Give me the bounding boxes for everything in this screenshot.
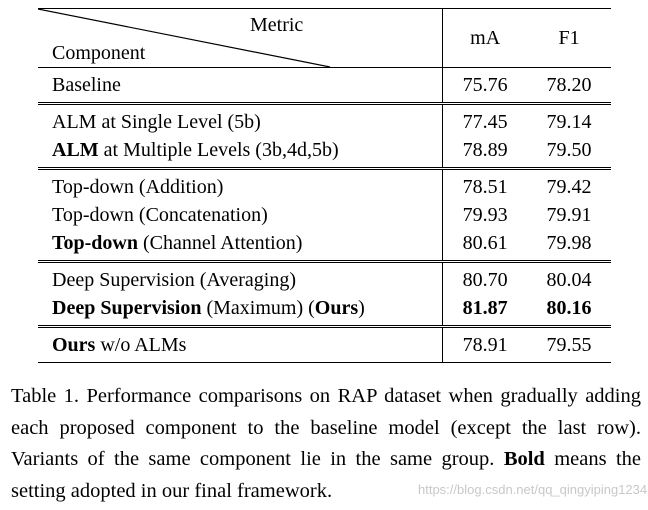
component-name-bold: Deep Supervision: [52, 297, 202, 319]
f1-value: 79.98: [527, 229, 611, 262]
f1-value: 79.55: [527, 325, 611, 363]
diagonal-line: [38, 9, 331, 67]
watermark: https://blog.csdn.net/qq_qingyiping12345: [418, 482, 648, 497]
table-row: Deep Supervision (Averaging) 80.70 80.04: [38, 260, 611, 294]
component-cell: Deep Supervision (Maximum) (Ours): [38, 294, 443, 327]
component-cell: Baseline: [38, 67, 443, 104]
caption-main: Table 1. Performance comparisons on RAP …: [11, 385, 641, 470]
table-row: Deep Supervision (Maximum) (Ours) 81.87 80…: [38, 294, 611, 327]
component-cell: Ours w/o ALMs: [38, 325, 443, 363]
ma-value: 75.76: [442, 67, 528, 104]
f1-value: 80.16: [527, 294, 611, 327]
col-header-ma: mA: [442, 8, 528, 68]
f1-number: 78.20: [546, 74, 592, 96]
component-name: Deep Supervision (Averaging): [52, 269, 297, 291]
caption-rest: means the setting adopted in our final f…: [11, 448, 642, 502]
component-label: Component: [52, 42, 146, 64]
table-row: Top-down (Concatenation) 79.93 79.91: [38, 201, 611, 229]
f1-number: 80.04: [546, 269, 592, 291]
f1-number: 80.16: [546, 297, 592, 319]
ma-number: 78.89: [462, 139, 508, 161]
component-cell: Top-down (Addition): [38, 167, 443, 201]
ma-value: 79.93: [442, 201, 528, 229]
table-row: Top-down (Channel Attention) 80.61 79.98: [38, 229, 611, 262]
f1-value: 80.04: [527, 260, 611, 294]
f1-value: 79.50: [527, 136, 611, 169]
table-row: ALM at Single Level (5b) 77.45 79.14: [38, 102, 611, 136]
component-cell: ALM at Multiple Levels (3b,4d,5b): [38, 136, 443, 169]
component-name: Baseline: [52, 74, 121, 96]
f1-number: 79.50: [546, 139, 592, 161]
col-header-f1: F1: [527, 8, 611, 68]
component-name: (Channel Attention): [137, 232, 303, 254]
component-name-bold: Ours: [314, 297, 359, 319]
f1-value: 78.20: [527, 67, 611, 104]
f1-number: 79.55: [546, 334, 592, 356]
component-name: ): [358, 297, 365, 319]
f1-value: 79.91: [527, 201, 611, 229]
table-caption: Table 1. Performance comparisons on RAP …: [11, 381, 641, 507]
ma-number: 77.45: [462, 111, 508, 133]
component-cell: Top-down (Channel Attention): [38, 229, 443, 262]
f1-number: 79.42: [546, 176, 592, 198]
table-row: Top-down (Addition) 78.51 79.42: [38, 167, 611, 201]
component-name: ALM at Single Level (5b): [52, 111, 261, 133]
ma-number: 78.51: [462, 176, 508, 198]
ma-number: 75.76: [462, 74, 508, 96]
table-row: Baseline 75.76 78.20: [38, 67, 611, 104]
table-row: ALM at Multiple Levels (3b,4d,5b) 78.89 79…: [38, 136, 611, 169]
component-cell: ALM at Single Level (5b): [38, 102, 443, 136]
component-name: Top-down (Concatenation): [52, 204, 268, 226]
results-table: Metric Component mA F1 Baseline 75.76 78.2…: [38, 8, 611, 363]
caption-bold-word: Bold: [503, 448, 545, 470]
table-row: Ours w/o ALMs 78.91 79.55: [38, 325, 611, 363]
ma-number: 80.61: [462, 232, 508, 254]
ma-number: 81.87: [462, 297, 508, 319]
ma-value: 78.51: [442, 167, 528, 201]
component-name: at Multiple Levels (3b,4d,5b): [98, 139, 339, 161]
f1-number: 79.98: [546, 232, 592, 254]
ma-value: 80.70: [442, 260, 528, 294]
ma-value: 81.87: [442, 294, 528, 327]
component-name: w/o ALMs: [95, 334, 187, 356]
table-header-row: Metric Component mA F1: [38, 8, 611, 68]
ma-number: 79.93: [462, 204, 508, 226]
component-name-bold: ALM: [52, 139, 99, 161]
component-name: Top-down (Addition): [52, 176, 224, 198]
component-name-bold: Ours: [52, 334, 96, 356]
f1-value: 79.42: [527, 167, 611, 201]
ma-number: 80.70: [462, 269, 508, 291]
ma-value: 78.89: [442, 136, 528, 169]
component-name: (Maximum) (: [201, 297, 315, 319]
component-cell: Deep Supervision (Averaging): [38, 260, 443, 294]
component-name-bold: Top-down: [52, 232, 138, 254]
f1-number: 79.91: [546, 204, 592, 226]
ma-value: 77.45: [442, 102, 528, 136]
ma-value: 80.61: [442, 229, 528, 262]
f1-number: 79.14: [546, 111, 592, 133]
component-cell: Top-down (Concatenation): [38, 201, 443, 229]
f1-value: 79.14: [527, 102, 611, 136]
ma-value: 78.91: [442, 325, 528, 363]
ma-number: 78.91: [462, 334, 508, 356]
metric-label: Metric: [250, 14, 304, 36]
diagonal-header-cell: Metric Component: [38, 8, 443, 68]
